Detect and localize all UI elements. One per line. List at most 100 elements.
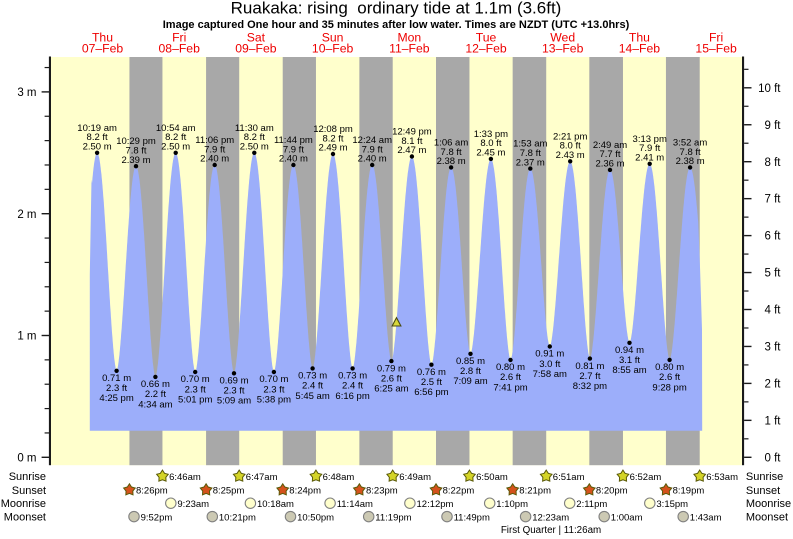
svg-text:6:52am: 6:52am — [630, 472, 662, 483]
svg-text:2.3 ft: 2.3 ft — [223, 386, 244, 397]
svg-text:7 ft: 7 ft — [765, 194, 782, 206]
svg-text:7.9 ft: 7.9 ft — [639, 143, 660, 154]
svg-text:0.66 m: 0.66 m — [141, 379, 170, 390]
svg-text:2 ft: 2 ft — [765, 379, 782, 391]
svg-text:2.50 m: 2.50 m — [83, 142, 112, 153]
svg-text:15–Feb: 15–Feb — [695, 42, 737, 56]
svg-text:Sunset: Sunset — [12, 485, 46, 497]
svg-text:8:19pm: 8:19pm — [673, 486, 705, 497]
svg-text:9:23am: 9:23am — [177, 499, 209, 510]
svg-text:First Quarter | 11:26am: First Quarter | 11:26am — [501, 525, 601, 536]
svg-text:2.3 ft: 2.3 ft — [106, 383, 127, 394]
svg-text:0.91 m: 0.91 m — [535, 349, 564, 360]
svg-text:1:06 am: 1:06 am — [434, 137, 468, 148]
svg-text:10:29 pm: 10:29 pm — [116, 136, 156, 147]
svg-text:Thu: Thu — [92, 30, 113, 44]
svg-text:4:25 pm: 4:25 pm — [99, 393, 133, 404]
svg-text:Moonrise: Moonrise — [746, 498, 791, 510]
svg-text:11:49pm: 11:49pm — [454, 512, 490, 523]
svg-text:11–Feb: 11–Feb — [389, 42, 430, 56]
svg-text:10:18am: 10:18am — [257, 499, 294, 510]
svg-text:9:52pm: 9:52pm — [141, 512, 173, 523]
svg-text:2.41 m: 2.41 m — [635, 153, 664, 164]
svg-text:1:10pm: 1:10pm — [496, 499, 528, 510]
svg-text:6:56 pm: 6:56 pm — [414, 387, 448, 398]
svg-text:7.9 ft: 7.9 ft — [362, 144, 383, 155]
svg-text:14–Feb: 14–Feb — [619, 42, 661, 56]
svg-text:1:33 pm: 1:33 pm — [474, 129, 508, 140]
svg-text:0.76 m: 0.76 m — [417, 367, 446, 378]
svg-text:8.2 ft: 8.2 ft — [165, 132, 186, 143]
svg-text:2.38 m: 2.38 m — [437, 156, 466, 167]
svg-text:0.94 m: 0.94 m — [615, 345, 644, 356]
svg-text:09–Feb: 09–Feb — [235, 42, 277, 56]
svg-text:6:46am: 6:46am — [169, 472, 201, 483]
svg-text:Sunrise: Sunrise — [9, 471, 46, 483]
svg-text:6:50am: 6:50am — [476, 472, 508, 483]
svg-text:6:49am: 6:49am — [399, 472, 431, 483]
svg-text:2.40 m: 2.40 m — [200, 154, 229, 165]
svg-text:8:20pm: 8:20pm — [596, 486, 628, 497]
svg-text:Sun: Sun — [322, 30, 344, 44]
svg-text:8:22pm: 8:22pm — [443, 486, 475, 497]
svg-text:8 ft: 8 ft — [765, 157, 782, 169]
svg-text:7:09 am: 7:09 am — [453, 376, 487, 387]
svg-text:6 ft: 6 ft — [765, 231, 782, 243]
svg-text:3.1 ft: 3.1 ft — [619, 355, 640, 366]
svg-text:5:01 pm: 5:01 pm — [178, 394, 212, 405]
svg-text:1 ft: 1 ft — [765, 416, 782, 428]
svg-text:Moonset: Moonset — [746, 512, 788, 524]
svg-text:Image captured One hour and 35: Image captured One hour and 35 minutes a… — [163, 19, 630, 31]
svg-text:6:25 am: 6:25 am — [374, 384, 408, 395]
svg-text:Moonset: Moonset — [4, 512, 46, 524]
svg-text:2:21 pm: 2:21 pm — [553, 131, 587, 142]
svg-text:8.2 ft: 8.2 ft — [322, 133, 343, 144]
svg-text:2 m: 2 m — [17, 209, 36, 221]
svg-text:2.37 m: 2.37 m — [516, 157, 545, 168]
svg-text:12–Feb: 12–Feb — [465, 42, 507, 56]
svg-text:2.43 m: 2.43 m — [556, 150, 585, 161]
svg-text:8:25pm: 8:25pm — [213, 486, 245, 497]
svg-text:6:51am: 6:51am — [553, 472, 585, 483]
svg-text:2.50 m: 2.50 m — [240, 142, 269, 153]
svg-text:6:47am: 6:47am — [246, 472, 278, 483]
svg-text:3:13 pm: 3:13 pm — [633, 134, 667, 145]
svg-text:7.7 ft: 7.7 ft — [599, 149, 620, 160]
svg-text:2.38 m: 2.38 m — [676, 156, 705, 167]
svg-text:7.8 ft: 7.8 ft — [441, 147, 462, 158]
svg-text:Ruakaka: rising ordinary tide: Ruakaka: rising ordinary tide at 1.1m (3… — [231, 0, 562, 18]
svg-text:1:00am: 1:00am — [611, 512, 643, 523]
svg-text:0.70 m: 0.70 m — [259, 374, 288, 385]
svg-text:2.45 m: 2.45 m — [476, 148, 505, 159]
svg-text:7:58 am: 7:58 am — [533, 369, 567, 380]
svg-text:8.0 ft: 8.0 ft — [560, 141, 581, 152]
svg-text:0.73 m: 0.73 m — [298, 371, 327, 382]
svg-text:8:55 am: 8:55 am — [612, 365, 646, 376]
svg-text:0.80 m: 0.80 m — [655, 362, 684, 373]
svg-text:3.0 ft: 3.0 ft — [539, 359, 560, 370]
svg-text:2.49 m: 2.49 m — [318, 143, 347, 154]
svg-text:2.6 ft: 2.6 ft — [659, 372, 680, 383]
svg-text:2.2 ft: 2.2 ft — [145, 389, 166, 400]
svg-text:0 ft: 0 ft — [765, 452, 782, 464]
svg-text:12:49 pm: 12:49 pm — [392, 127, 432, 138]
svg-text:8:23pm: 8:23pm — [366, 486, 398, 497]
svg-text:7:41 pm: 7:41 pm — [493, 382, 527, 393]
svg-text:7.9 ft: 7.9 ft — [204, 144, 225, 155]
svg-text:2.36 m: 2.36 m — [595, 159, 624, 170]
svg-text:5:09 am: 5:09 am — [217, 396, 251, 407]
svg-text:6:16 pm: 6:16 pm — [335, 391, 369, 402]
svg-text:0.80 m: 0.80 m — [496, 362, 525, 373]
svg-text:0.70 m: 0.70 m — [181, 374, 210, 385]
svg-text:2.4 ft: 2.4 ft — [342, 381, 363, 392]
svg-text:2.8 ft: 2.8 ft — [460, 366, 481, 377]
svg-text:8:26pm: 8:26pm — [136, 486, 168, 497]
svg-text:Fri: Fri — [709, 30, 723, 44]
svg-text:8:24pm: 8:24pm — [289, 486, 321, 497]
svg-text:Sunset: Sunset — [746, 485, 780, 497]
svg-text:Thu: Thu — [629, 30, 650, 44]
svg-text:6:48am: 6:48am — [323, 472, 355, 483]
svg-text:11:19pm: 11:19pm — [375, 512, 411, 523]
svg-text:5:45 am: 5:45 am — [295, 391, 329, 402]
svg-text:8.1 ft: 8.1 ft — [401, 136, 422, 147]
